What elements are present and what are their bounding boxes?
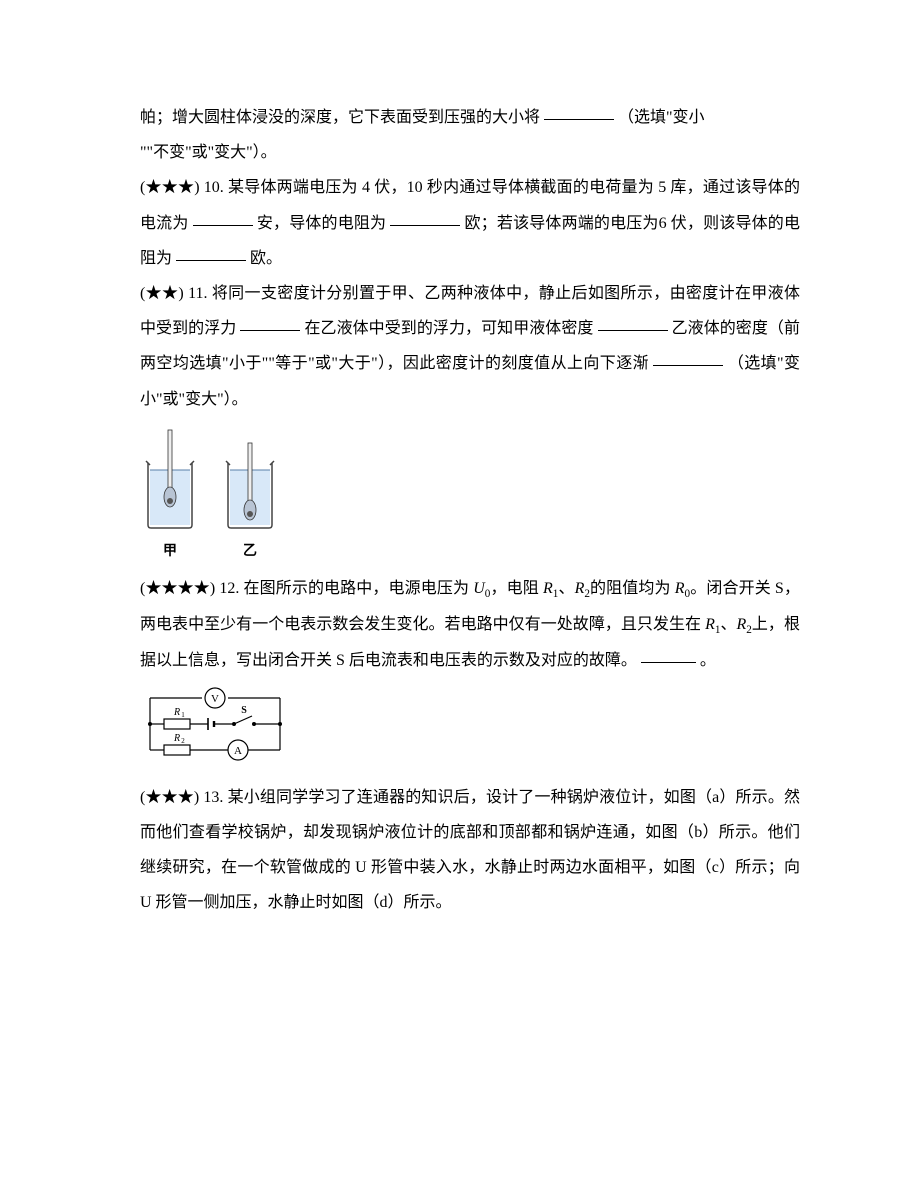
circuit-svg: V R 1 S R 2 A — [140, 684, 290, 762]
q12-seg3b: 、 — [720, 616, 736, 633]
q10-num: 10. — [204, 179, 228, 196]
q12-U: U — [473, 580, 485, 597]
blank-current — [193, 209, 253, 226]
q13-stars: (★★★) — [140, 789, 203, 806]
q10-stars: (★★★) — [140, 179, 204, 196]
q12-num: 12. — [219, 580, 243, 597]
beaker-b-svg — [220, 425, 280, 535]
q12-R2b: R — [737, 616, 747, 633]
q-cont-text-c: ""不变"或"变大"）。 — [140, 144, 277, 161]
beaker-b-label: 乙 — [243, 537, 257, 568]
q12-seg3: 、 — [558, 580, 574, 597]
q-cont-line1: 帕；增大圆柱体浸没的深度，它下表面受到压强的大小将 （选填"变小 — [140, 100, 800, 135]
q12-figure: V R 1 S R 2 A — [140, 684, 800, 775]
q-cont-line2: ""不变"或"变大"）。 — [140, 135, 800, 170]
q12-R1b: R — [705, 616, 715, 633]
q12: (★★★★) 12. 在图所示的电路中，电源电压为 U0，电阻 R1、R2的阻值… — [140, 571, 800, 678]
blank-fault — [641, 646, 696, 663]
blank-resistance2 — [176, 244, 246, 261]
q13: (★★★) 13. 某小组同学学习了连通器的知识后，设计了一种锅炉液位计，如图（… — [140, 780, 800, 921]
beaker-a-svg — [140, 425, 200, 535]
blank-resistance1 — [390, 209, 460, 226]
q11-stars: (★★) — [140, 285, 188, 302]
blank-buoyancy — [240, 314, 300, 331]
r1-label: R — [173, 707, 180, 718]
r2-label: R — [173, 733, 180, 744]
r2-sub: 2 — [181, 737, 185, 745]
q12-seg1: 在图所示的电路中，电源电压为 — [243, 580, 473, 597]
beaker-b: 乙 — [220, 425, 280, 568]
q13-num: 13. — [203, 789, 227, 806]
q10-seg2: 安，导体的电阻为 — [253, 215, 391, 232]
blank-scale — [653, 349, 723, 366]
q-cont-text-b: （选填"变小 — [618, 109, 705, 126]
q11: (★★) 11. 将同一支密度计分别置于甲、乙两种液体中，静止后如图所示，由密度… — [140, 276, 800, 417]
q12-R2: R — [575, 580, 585, 597]
q13-seg1: 某小组同学学习了连通器的知识后，设计了一种锅炉液位计，如图（a）所示。然而他们查… — [140, 789, 800, 912]
q12-seg2: ，电阻 — [490, 580, 543, 597]
q11-num: 11. — [188, 285, 212, 302]
q12-seg4: 的阻值均为 — [590, 580, 675, 597]
voltmeter-label: V — [211, 693, 219, 705]
beaker-a-label: 甲 — [163, 537, 177, 568]
q10-seg4: 欧。 — [246, 250, 282, 267]
q10: (★★★) 10. 某导体两端电压为 4 伏，10 秒内通过导体横截面的电荷量为… — [140, 170, 800, 276]
switch-label: S — [241, 705, 247, 716]
q12-R1: R — [543, 580, 553, 597]
r1-sub: 1 — [181, 711, 185, 719]
q11-seg2: 在乙液体中受到的浮力，可知甲液体密度 — [300, 320, 597, 337]
q11-figure: 甲 乙 — [140, 425, 800, 568]
q12-stars: (★★★★) — [140, 580, 219, 597]
q-cont-text-a: 帕；增大圆柱体浸没的深度，它下表面受到压强的大小将 — [140, 109, 544, 126]
blank-pressure — [544, 103, 614, 120]
q12-R0: R — [675, 580, 685, 597]
beaker-a: 甲 — [140, 425, 200, 568]
blank-density — [598, 314, 668, 331]
ammeter-label: A — [234, 745, 242, 757]
page-content: 帕；增大圆柱体浸没的深度，它下表面受到压强的大小将 （选填"变小 ""不变"或"… — [0, 0, 920, 1191]
q12-seg7: 。 — [696, 652, 716, 669]
